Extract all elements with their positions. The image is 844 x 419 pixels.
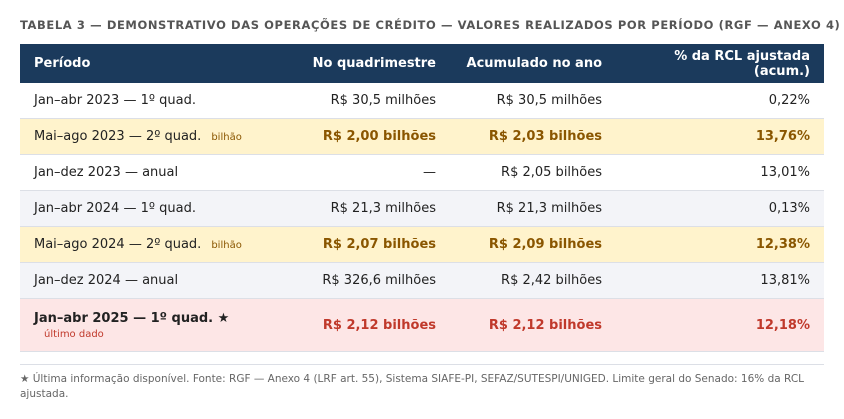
row-pct-value: 12,18% [616,298,824,352]
row-pct-value: 0,13% [616,190,824,227]
header-acumulado: Acumulado no ano [450,44,616,83]
row-pct-value: 13,76% [616,118,824,155]
row-acum-value: R$ 2,09 bilhões [450,226,616,263]
row-acum-value: R$ 30,5 milhões [450,83,616,119]
row-pct-value: 13,81% [616,262,824,299]
footnote: ★ Última informação disponível. Fonte: R… [20,373,805,400]
table-row: Jan–abr 2023 — 1º quad. R$ 30,5 milhões … [20,83,824,119]
row-pct-value: 12,38% [616,226,824,263]
row-tag: bilhão [211,240,242,251]
table-row-latest: Jan–abr 2025 — 1º quad. ★ último dado R$ … [20,298,824,352]
footnote-divider [20,364,824,365]
row-quad-value: R$ 30,5 milhões [282,83,450,119]
row-period-cell: Mai–ago 2024 — 2º quad. bilhão [20,226,282,263]
credit-operations-table: Período No quadrimestre Acumulado no ano… [20,44,824,352]
table-header-row: Período No quadrimestre Acumulado no ano… [20,44,824,83]
header-rcl-percent: % da RCL ajustada (acum.) [616,44,824,83]
table-row: Jan–dez 2023 — anual — R$ 2,05 bilhões 1… [20,154,824,191]
row-period: Jan–abr 2024 — 1º quad. [20,190,282,227]
table-caption: TABELA 3 — DEMONSTRATIVO DAS OPERAÇÕES D… [20,18,841,32]
latest-data-tag: último dado [44,328,104,340]
row-period: Jan–dez 2023 — anual [20,154,282,191]
row-quad-value: R$ 2,00 bilhões [282,118,450,155]
row-acum-value: R$ 2,05 bilhões [450,154,616,191]
row-acum-value: R$ 21,3 milhões [450,190,616,227]
row-period: Jan–abr 2023 — 1º quad. [20,83,282,119]
row-acum-value: R$ 2,42 bilhões [450,262,616,299]
row-pct-value: 0,22% [616,83,824,119]
row-tag: bilhão [211,132,242,143]
table-row: Jan–abr 2024 — 1º quad. R$ 21,3 milhões … [20,190,824,227]
row-period: Mai–ago 2024 — 2º quad. [34,237,202,252]
row-quad-value: R$ 2,12 bilhões [282,298,450,352]
row-period-cell: Mai–ago 2023 — 2º quad. bilhão [20,118,282,155]
header-period: Período [20,44,282,83]
row-quad-value: R$ 21,3 milhões [282,190,450,227]
row-period: Jan–abr 2025 — 1º quad. ★ [34,310,230,326]
row-period: Mai–ago 2023 — 2º quad. [34,129,202,144]
table-row-highlight: Mai–ago 2024 — 2º quad. bilhão R$ 2,07 bi… [20,226,824,263]
row-quad-value: — [282,154,450,191]
row-quad-value: R$ 326,6 milhões [282,262,450,299]
header-quadrimestre: No quadrimestre [282,44,450,83]
row-acum-value: R$ 2,03 bilhões [450,118,616,155]
table-row: Jan–dez 2024 — anual R$ 326,6 milhões R$… [20,262,824,299]
row-pct-value: 13,01% [616,154,824,191]
row-acum-value: R$ 2,12 bilhões [450,298,616,352]
row-quad-value: R$ 2,07 bilhões [282,226,450,263]
row-period-cell: Jan–abr 2025 — 1º quad. ★ último dado [20,298,282,352]
row-period: Jan–dez 2024 — anual [20,262,282,299]
table-row-highlight: Mai–ago 2023 — 2º quad. bilhão R$ 2,00 bi… [20,118,824,155]
